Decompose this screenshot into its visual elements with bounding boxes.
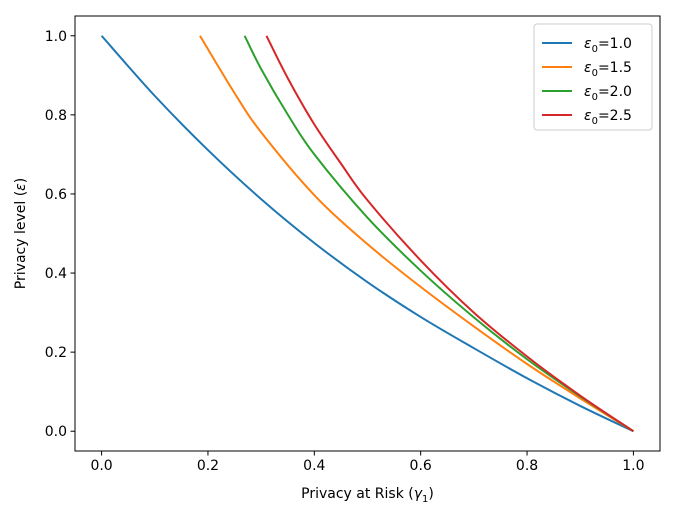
legend: ε0=1.0 ε0=1.5 ε0=2.0 ε0=2.5 <box>533 23 653 131</box>
y-tick-label: 0.6 <box>45 187 67 203</box>
x-tick-label: 0.4 <box>303 458 325 474</box>
x-tick-label: 0.6 <box>410 458 432 474</box>
axes-layer: 0.0 0.2 0.4 0.6 0.8 1.0 0.0 0.2 0.4 0.6 0.8 1.0 Priv… <box>13 15 661 505</box>
legend-item: ε0=1.0 <box>542 36 632 55</box>
legend-label: ε0=1.5 <box>584 60 632 79</box>
plot-frame <box>74 15 661 452</box>
y-tick-label: 1.0 <box>45 29 67 45</box>
legend-label: ε0=2.5 <box>584 108 632 127</box>
legend-box <box>533 23 653 131</box>
y-tick-label: 0.2 <box>45 345 67 361</box>
legend-label: ε0=1.0 <box>584 36 632 55</box>
y-axis-label: Privacy level (ε) <box>13 178 29 289</box>
series-layer <box>100 35 634 433</box>
legend-item: ε0=2.5 <box>542 108 632 127</box>
x-tick-label: 0.0 <box>90 458 112 474</box>
x-axis-label: Privacy at Risk (γ1) <box>301 486 434 505</box>
series-line-4 <box>265 35 634 433</box>
x-tick-label: 1.0 <box>622 458 644 474</box>
legend-label: ε0=2.0 <box>584 84 632 103</box>
x-tick-label: 0.8 <box>516 458 538 474</box>
series-line-2 <box>199 35 634 433</box>
x-tick-label: 0.2 <box>197 458 219 474</box>
legend-item: ε0=2.0 <box>542 84 632 103</box>
y-tick-label: 0.0 <box>45 424 67 440</box>
legend-item: ε0=1.5 <box>542 60 632 79</box>
y-tick-label: 0.8 <box>45 108 67 124</box>
series-line-3 <box>243 35 634 433</box>
y-tick-label: 0.4 <box>45 266 67 282</box>
series-line-1 <box>100 35 634 433</box>
